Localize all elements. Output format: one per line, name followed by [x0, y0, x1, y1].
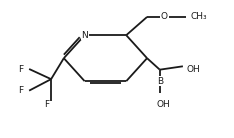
Text: N: N — [81, 31, 88, 40]
Text: F: F — [18, 64, 24, 74]
Text: O: O — [161, 12, 168, 21]
Text: OH: OH — [186, 64, 200, 74]
Text: OH: OH — [156, 100, 170, 109]
Text: B: B — [157, 77, 163, 86]
Text: F: F — [44, 100, 49, 109]
Text: F: F — [18, 86, 24, 95]
Text: CH₃: CH₃ — [191, 12, 208, 21]
